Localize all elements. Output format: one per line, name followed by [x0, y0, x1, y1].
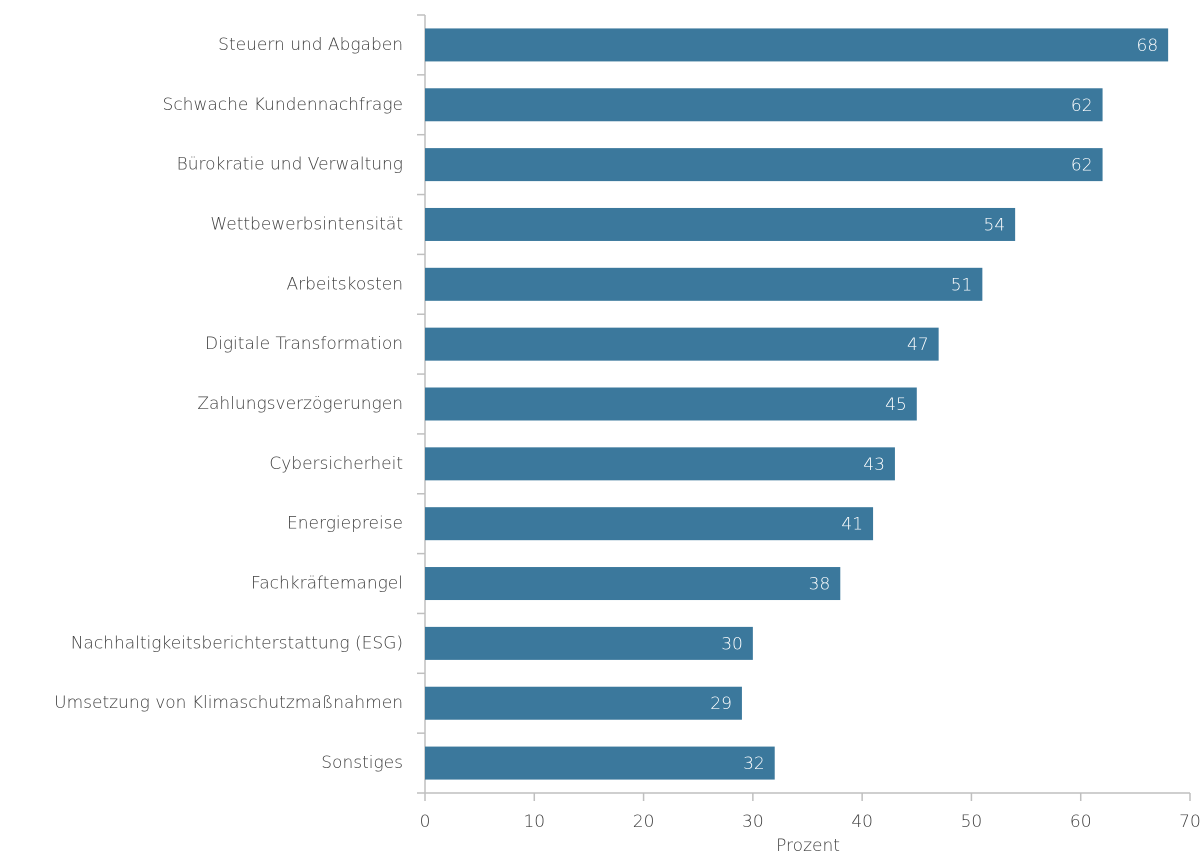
y-tick-label: Nachhaltigkeitsberichterstattung (ESG)	[71, 633, 403, 653]
y-tick-label: Umsetzung von Klimaschutzmaßnahmen	[54, 693, 403, 713]
value-label: 51	[951, 275, 973, 295]
x-tick-label: 70	[1179, 812, 1201, 832]
y-tick-label: Bürokratie und Verwaltung	[177, 155, 403, 175]
bar	[425, 626, 753, 660]
bar	[425, 267, 983, 301]
x-tick-label: 10	[523, 812, 545, 832]
bar	[425, 387, 917, 421]
y-tick-label: Wettbewerbsintensität	[210, 214, 403, 234]
bar	[425, 507, 874, 541]
y-tick-label: Cybersicherheit	[269, 454, 403, 474]
value-label: 30	[721, 634, 743, 654]
y-tick-label: Sonstiges	[321, 753, 403, 773]
y-tick-label: Fachkräftemangel	[251, 574, 403, 594]
value-label: 29	[710, 694, 732, 714]
bar	[425, 327, 939, 361]
bar	[425, 746, 775, 780]
bar	[425, 28, 1169, 62]
x-axis-label: Prozent	[776, 836, 840, 855]
value-label: 54	[984, 215, 1006, 235]
x-tick-label: 0	[420, 812, 431, 832]
value-label: 41	[841, 515, 863, 535]
x-tick-label: 20	[633, 812, 655, 832]
bar	[425, 567, 841, 601]
value-label: 45	[885, 395, 907, 415]
value-label: 47	[907, 335, 929, 355]
bar	[425, 148, 1103, 182]
y-tick-label: Arbeitskosten	[286, 274, 403, 294]
bar	[425, 447, 895, 481]
y-tick-label: Schwache Kundennachfrage	[163, 95, 403, 115]
y-tick-label: Energiepreise	[287, 514, 403, 534]
x-tick-label: 50	[961, 812, 983, 832]
x-tick-label: 40	[851, 812, 873, 832]
x-tick-label: 60	[1070, 812, 1092, 832]
value-label: 62	[1071, 96, 1093, 116]
value-label: 68	[1137, 36, 1159, 56]
y-tick-label: Digitale Transformation	[205, 334, 403, 354]
value-label: 43	[863, 455, 885, 475]
bar	[425, 686, 742, 720]
bar	[425, 207, 1016, 241]
y-tick-label: Zahlungsverzögerungen	[197, 394, 403, 414]
value-label: 62	[1071, 156, 1093, 176]
y-tick-label: Steuern und Abgaben	[218, 35, 403, 55]
value-label: 32	[743, 754, 765, 774]
x-tick-label: 30	[742, 812, 764, 832]
bar	[425, 88, 1103, 122]
value-label: 38	[809, 575, 831, 595]
